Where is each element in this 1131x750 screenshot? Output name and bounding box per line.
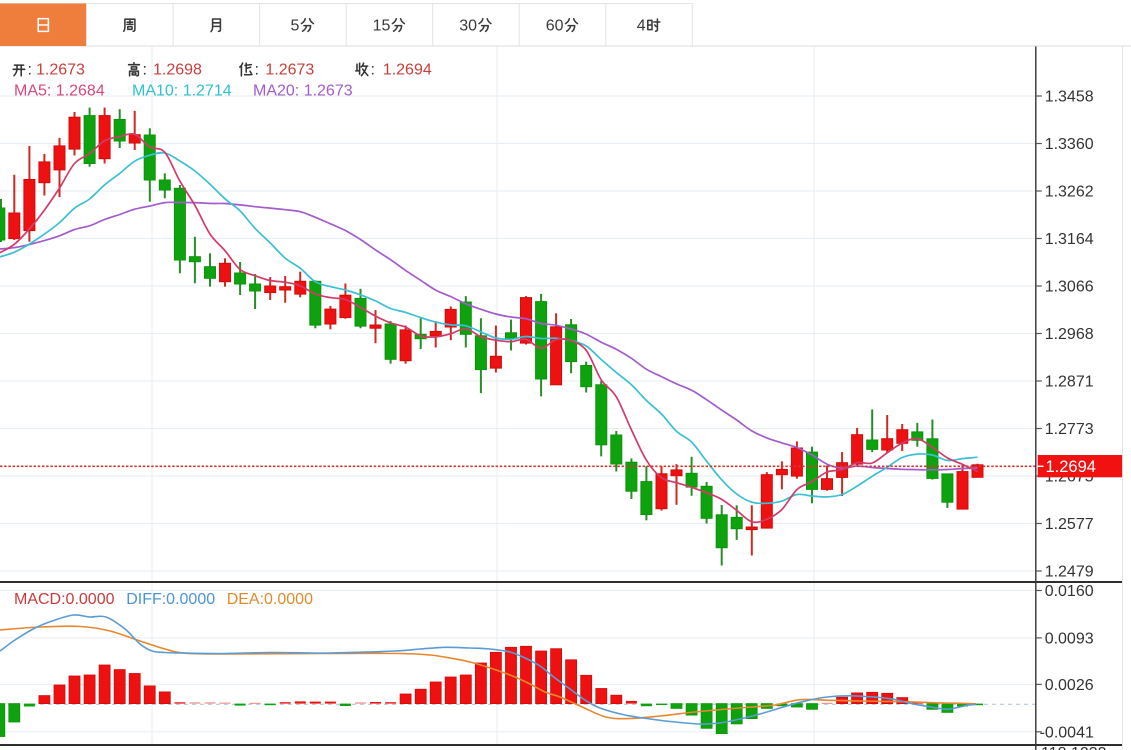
svg-text:1.2694: 1.2694 [383,62,432,79]
svg-text:1.3262: 1.3262 [1045,184,1094,201]
svg-text:1.2698: 1.2698 [153,62,202,79]
svg-text:1.3458: 1.3458 [1045,89,1094,106]
svg-text:MACD:0.0000: MACD:0.0000 [14,591,115,608]
svg-text::: : [371,62,375,79]
svg-text:1.3164: 1.3164 [1045,231,1094,248]
svg-text:1.2673: 1.2673 [265,62,314,79]
svg-text:DIFF:0.0000: DIFF:0.0000 [126,591,215,608]
svg-text:1.2694: 1.2694 [1046,458,1096,476]
svg-text:15: 15 [373,18,391,35]
svg-text:118.1233: 118.1233 [1041,745,1107,750]
svg-text:1.2968: 1.2968 [1045,326,1094,343]
svg-text:1.2871: 1.2871 [1045,374,1094,391]
svg-text:-0.0041: -0.0041 [1040,724,1094,741]
svg-text:MA20: 1.2673: MA20: 1.2673 [253,83,353,100]
svg-text:0.0093: 0.0093 [1045,630,1094,647]
svg-text:DEA:0.0000: DEA:0.0000 [227,591,313,608]
svg-text:1.3066: 1.3066 [1045,279,1094,296]
svg-text:0.0160: 0.0160 [1045,583,1094,600]
svg-text:MA5: 1.2684: MA5: 1.2684 [14,83,105,100]
svg-text:60: 60 [546,18,564,35]
svg-text:MA10: 1.2714: MA10: 1.2714 [132,83,232,100]
svg-text:0.0026: 0.0026 [1045,677,1094,694]
svg-text:30: 30 [459,18,477,35]
svg-text:1.2773: 1.2773 [1045,421,1094,438]
svg-text::: : [143,62,147,79]
svg-text:1.2479: 1.2479 [1045,564,1094,581]
svg-text:4: 4 [637,18,646,35]
svg-text:5: 5 [291,18,300,35]
svg-text:1.2673: 1.2673 [36,62,85,79]
svg-text::: : [28,62,32,79]
svg-text:1.2577: 1.2577 [1045,516,1094,533]
svg-text::: : [255,62,259,79]
svg-text:1.3360: 1.3360 [1045,136,1094,153]
